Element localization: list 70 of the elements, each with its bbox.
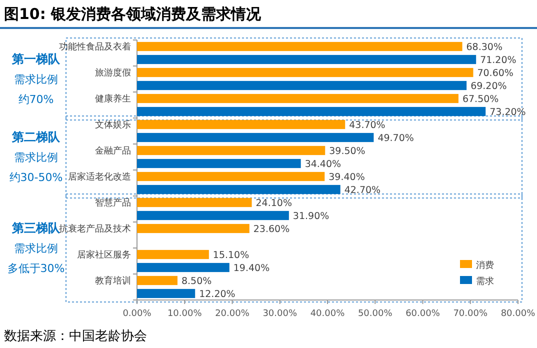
data-label: 8.50% [181, 276, 212, 287]
x-tick-label: 50.00% [358, 309, 393, 319]
text: 第一梯队 [11, 52, 61, 66]
y-tick-label: 教育培训 [95, 276, 131, 286]
bar [137, 94, 458, 104]
bar [137, 80, 467, 90]
y-tick-label: 功能性食品及衣着 [59, 42, 131, 52]
x-tick-label: 80.00% [500, 309, 536, 319]
bar [137, 158, 301, 168]
x-tick-label: 30.00% [262, 309, 298, 319]
x-tick-label: 0.00% [122, 309, 152, 319]
x-tick-label: 40.00% [310, 309, 346, 319]
text: 第三梯队 [11, 221, 61, 235]
y-tick-label: 抗衰老产品及技术 [59, 224, 131, 234]
x-tick-label: 60.00% [406, 309, 440, 319]
data-label: 43.70% [349, 120, 386, 131]
data-label: 49.70% [378, 133, 414, 144]
bar [137, 198, 252, 208]
data-label: 12.20% [199, 289, 236, 300]
source-note: 数据来源：中国老龄协会 [4, 329, 147, 344]
bar [137, 132, 374, 142]
data-label: 68.30% [466, 42, 503, 53]
chart-title: 图10: 银发消费各领域消费及需求情况 [4, 5, 262, 23]
y-tick-label: 智慧产品 [95, 198, 131, 208]
data-label: 34.40% [304, 159, 342, 170]
bar [137, 42, 462, 52]
bar [137, 250, 209, 260]
bar [137, 276, 178, 286]
data-label: 31.90% [292, 211, 330, 222]
text: 第二梯队 [11, 130, 61, 144]
y-tick-label: 旅游度假 [95, 68, 131, 78]
bar [137, 262, 230, 272]
data-label: 39.50% [329, 146, 366, 157]
text: 约70% [18, 93, 54, 106]
text: 需求比例 [14, 242, 58, 255]
text: 需求比例 [14, 151, 58, 164]
y-tick-label: 金融产品 [95, 146, 131, 156]
data-label: 23.60% [253, 224, 290, 235]
data-label: 69.20% [470, 81, 507, 92]
data-label: 39.40% [328, 172, 365, 183]
text: 需求比例 [14, 73, 58, 86]
data-label: 67.50% [462, 94, 499, 105]
x-tick-label: 10.00% [167, 309, 202, 319]
data-label: 70.60% [477, 68, 514, 79]
bar [137, 106, 486, 116]
data-label: 42.70% [344, 185, 381, 196]
bar [137, 224, 250, 234]
bar [137, 184, 340, 194]
x-tick-label: 70.00% [453, 309, 488, 319]
data-label: 24.10% [256, 198, 292, 209]
y-tick-label: 文体娱乐 [95, 120, 131, 130]
bar [137, 120, 346, 130]
data-label: 71.20% [480, 55, 516, 66]
data-label: 15.10% [212, 250, 250, 261]
bar [137, 172, 325, 182]
bar [137, 210, 289, 220]
bar [137, 54, 476, 64]
bar [137, 146, 326, 156]
data-label: 73.20% [490, 107, 526, 118]
y-tick-label: 居家社区服务 [77, 250, 131, 260]
x-tick-label: 20.00% [215, 309, 250, 319]
bar [137, 288, 196, 298]
y-tick-label: 居家适老化改造 [68, 172, 131, 182]
legend-label: 需求 [476, 276, 494, 287]
text: 多低于30% [7, 262, 65, 275]
text: 约30-50% [9, 171, 63, 184]
legend-label: 消费 [476, 260, 494, 271]
bar [137, 68, 474, 78]
y-tick-label: 健康养生 [95, 94, 131, 104]
data-label: 19.40% [233, 263, 270, 274]
